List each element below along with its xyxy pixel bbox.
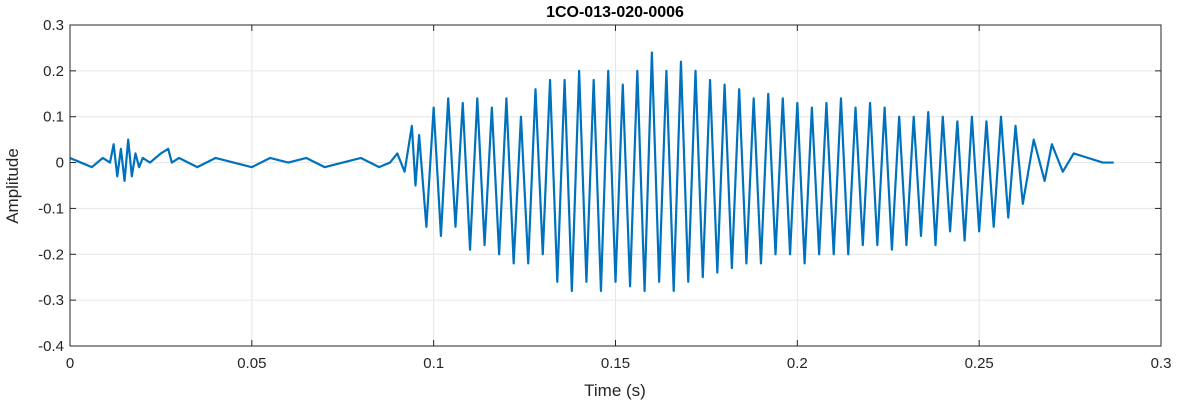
y-tick-label: -0.1: [38, 200, 64, 217]
y-axis-label: Amplitude: [3, 148, 22, 224]
x-tick-label: 0.25: [965, 355, 994, 372]
y-tick-label: -0.3: [38, 292, 64, 309]
x-tick-label: 0.3: [1151, 355, 1172, 372]
y-tick-label: 0.1: [43, 109, 64, 126]
chart-title: 1CO-013-020-0006: [546, 4, 684, 21]
x-tick-label: 0: [66, 355, 74, 372]
y-tick-labels: -0.4 -0.3 -0.2 -0.1 0 0.1 0.2 0.3: [38, 17, 64, 355]
x-tick-label: 0.15: [601, 355, 630, 372]
x-tick-labels: 0 0.05 0.1 0.15 0.2 0.25 0.3: [66, 355, 1172, 372]
tick-marks: [69, 24, 1162, 347]
y-tick-label: 0.2: [43, 63, 64, 80]
series-group: [69, 51, 1114, 293]
x-axis-label: Time (s): [584, 381, 646, 400]
x-tick-label: 0.05: [237, 355, 266, 372]
y-tick-label: -0.4: [38, 338, 64, 355]
y-tick-label: 0.3: [43, 17, 64, 34]
series-line: [69, 51, 1114, 293]
y-tick-label: -0.2: [38, 246, 64, 263]
x-tick-label: 0.1: [423, 355, 444, 372]
x-tick-label: 0.2: [787, 355, 808, 372]
y-tick-label: 0: [56, 155, 64, 172]
